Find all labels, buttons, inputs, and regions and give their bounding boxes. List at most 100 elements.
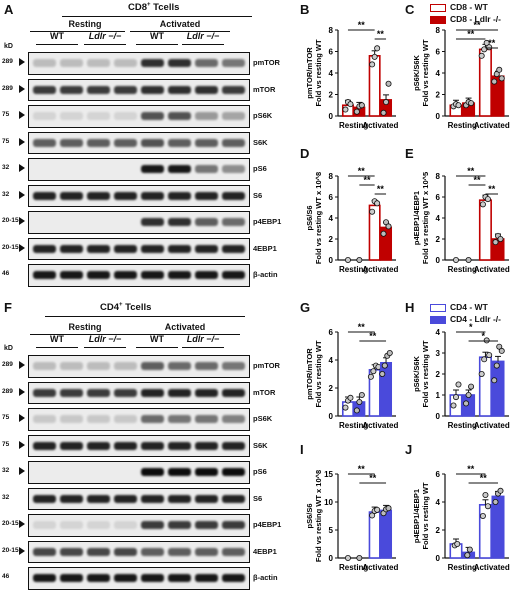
data-point — [371, 53, 378, 60]
band — [141, 244, 164, 253]
band — [195, 388, 218, 397]
y-tick-label: 8 — [436, 26, 441, 35]
band — [141, 468, 164, 476]
x-tick-label: Activated — [474, 121, 510, 130]
significance-label: ** — [358, 166, 366, 176]
data-point — [358, 102, 365, 109]
band — [195, 574, 218, 582]
band-label: S6 — [253, 190, 263, 200]
data-point — [347, 101, 354, 108]
chart-b: 0 2 4 6 8 pmTOR/mTORFold vs resting WT Resting… — [305, 20, 398, 130]
significance-label: ** — [377, 29, 385, 39]
band — [60, 59, 83, 67]
data-point — [452, 256, 459, 263]
band — [141, 574, 164, 582]
band — [222, 388, 245, 397]
band — [33, 521, 56, 529]
kd-marker: 32 — [2, 467, 10, 474]
y-tick-label: 2 — [329, 384, 334, 393]
band-label: β-actin — [253, 270, 278, 279]
kd-marker: 20-15 — [2, 546, 19, 554]
y-axis-label: pmTOR/mTORFold vs resting WT — [305, 39, 323, 107]
y-tick-label: 2 — [329, 91, 334, 100]
blot-strip — [28, 78, 250, 101]
y-axis-label-line: pS6/S6 — [305, 205, 314, 230]
data-point — [370, 368, 377, 375]
data-point — [380, 230, 387, 237]
significance-label: ** — [358, 464, 366, 474]
y-tick-label: 0 — [436, 554, 441, 563]
band-arrow-icon — [19, 111, 25, 119]
blot-strip — [28, 211, 250, 234]
data-point — [466, 546, 473, 553]
y-tick-label: 15 — [324, 470, 333, 479]
band — [60, 574, 83, 582]
band — [87, 574, 110, 582]
y-tick-label: 4 — [436, 214, 441, 223]
legend-label: CD8 - WT — [450, 2, 488, 12]
data-point — [478, 370, 485, 377]
band — [60, 244, 83, 253]
chart-c: 0 2 4 6 8 pS6K/S6KFold vs resting WT RestingAc… — [412, 20, 510, 130]
y-axis-label-line: Fold vs resting WT x 10^8 — [314, 172, 323, 264]
data-point — [450, 402, 457, 409]
data-point — [491, 78, 498, 85]
data-point — [344, 555, 351, 562]
band — [168, 415, 191, 423]
band — [60, 271, 83, 279]
band — [168, 191, 191, 200]
data-point — [347, 394, 354, 401]
significance-label: ** — [369, 331, 377, 341]
data-point — [498, 75, 505, 82]
kd-marker: 289 — [2, 58, 13, 65]
data-point — [356, 256, 363, 263]
band — [33, 112, 56, 120]
data-point — [484, 503, 491, 510]
significance-label: ** — [467, 464, 475, 474]
band — [195, 415, 218, 423]
bar — [491, 360, 505, 417]
activated-line — [130, 31, 230, 32]
band — [33, 191, 56, 200]
band-label: S6K — [253, 137, 268, 147]
x-tick-label: Resting — [339, 121, 368, 130]
lane-group-line — [182, 44, 224, 45]
band — [141, 521, 164, 529]
band-arrow-icon — [19, 164, 25, 172]
blot-strip — [28, 540, 250, 563]
resting-line — [30, 334, 130, 335]
lane-group-label: WT — [150, 334, 164, 344]
kd-marker: 75 — [2, 137, 10, 145]
band-arrow-icon — [19, 137, 25, 146]
lane-group-line — [84, 44, 126, 45]
band — [141, 218, 164, 226]
lane-group-label: Ldlr −/− — [186, 31, 220, 41]
band — [33, 494, 56, 503]
y-axis-label-line: pS6K/S6K — [412, 55, 421, 91]
y-axis-label-line: p4EBP1/4EBP1 — [412, 489, 421, 543]
band — [114, 521, 137, 529]
chart-g: 0 2 4 6 pmTOR/mTORFold vs resting WT RestingA… — [305, 322, 398, 430]
y-tick-label: 4 — [329, 69, 334, 78]
data-point — [497, 235, 504, 242]
kd-marker: 20-15 — [2, 520, 19, 527]
band — [222, 244, 245, 253]
y-tick-label: 6 — [436, 470, 441, 479]
band-label: mTOR — [253, 387, 276, 397]
band — [168, 165, 191, 173]
data-point — [385, 80, 392, 87]
band-arrow-icon — [19, 58, 25, 66]
band — [33, 138, 56, 147]
x-tick-label: Resting — [448, 563, 477, 572]
lane-group-label: Ldlr −/− — [88, 334, 122, 344]
y-axis-label-line: p4EBP1/4EBP1 — [412, 191, 421, 245]
band-label: 4EBP1 — [253, 546, 277, 556]
band — [87, 138, 110, 147]
significance-label: ** — [488, 184, 496, 194]
y-tick-label: 6 — [329, 193, 334, 202]
data-point — [481, 356, 488, 363]
lane-group-label: Ldlr −/− — [186, 334, 220, 344]
data-point — [479, 201, 486, 208]
data-point — [482, 491, 489, 498]
